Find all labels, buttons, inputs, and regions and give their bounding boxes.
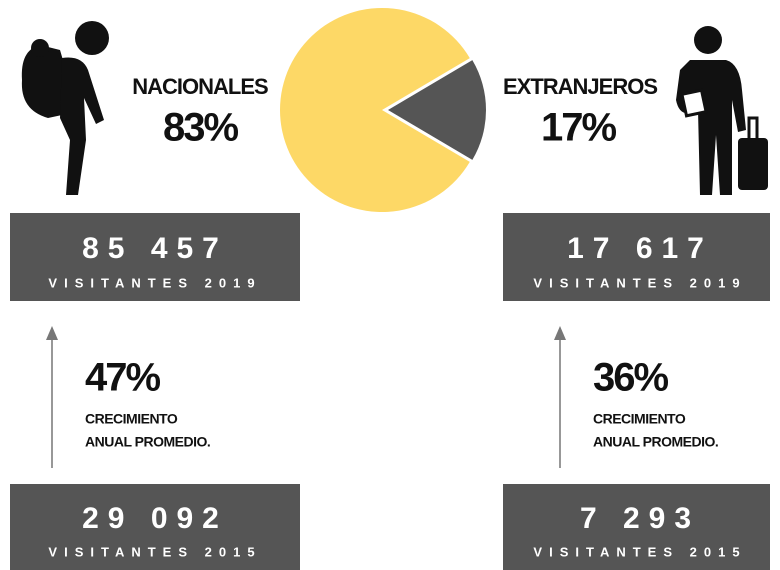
- pie-slice: [388, 60, 486, 160]
- box: [10, 213, 300, 301]
- visitors-label: VISITANTES 2015: [48, 544, 261, 559]
- backpacker-icon: [21, 21, 109, 195]
- pie: [280, 7, 486, 212]
- category-label: EXTRANJEROS: [503, 74, 657, 99]
- traveler-icon: [676, 26, 768, 195]
- box: [10, 484, 300, 570]
- arrow-head: [46, 326, 58, 340]
- growth: 47%: [85, 356, 160, 400]
- box: [503, 484, 770, 570]
- box: [503, 213, 770, 301]
- visitors: 7 293: [580, 502, 700, 535]
- arrow-head: [554, 326, 566, 340]
- visitors: 17 617: [567, 232, 713, 265]
- visitors: 29 092: [82, 502, 228, 535]
- visitors-label: VISITANTES 2015: [533, 544, 746, 559]
- pie-slice: [280, 7, 470, 212]
- growth-label: CRECIMIENTO: [593, 411, 686, 427]
- growth-label: CRECIMIENTO: [85, 411, 178, 427]
- value-label: 83%: [163, 106, 238, 150]
- visitors-label: VISITANTES 2019: [533, 275, 746, 290]
- growth-label: ANUAL PROMEDIO.: [85, 434, 210, 450]
- growth-label: ANUAL PROMEDIO.: [593, 434, 718, 450]
- visitors: 85 457: [82, 232, 228, 265]
- visitors-label: VISITANTES 2019: [48, 275, 261, 290]
- growth: 36%: [593, 356, 668, 400]
- category-label: NACIONALES: [132, 74, 268, 99]
- value-label: 17%: [541, 106, 616, 150]
